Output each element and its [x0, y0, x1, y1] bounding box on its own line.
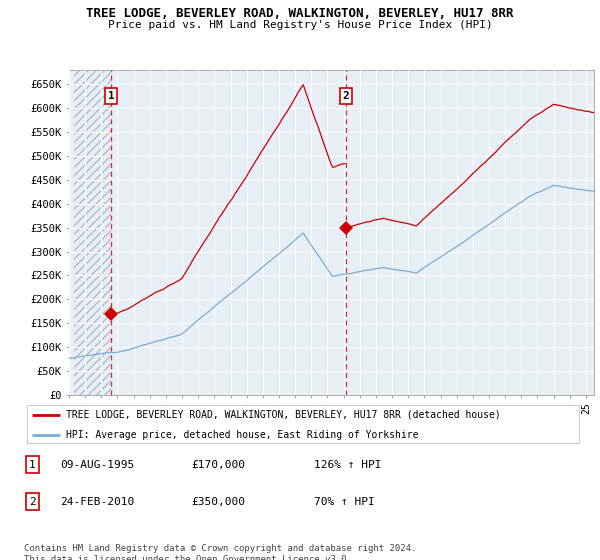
Text: 24-FEB-2010: 24-FEB-2010 [60, 497, 134, 507]
Text: TREE LODGE, BEVERLEY ROAD, WALKINGTON, BEVERLEY, HU17 8RR (detached house): TREE LODGE, BEVERLEY ROAD, WALKINGTON, B… [66, 410, 500, 420]
Text: 126% ↑ HPI: 126% ↑ HPI [314, 460, 382, 470]
Text: 1: 1 [29, 460, 36, 470]
Text: HPI: Average price, detached house, East Riding of Yorkshire: HPI: Average price, detached house, East… [66, 430, 418, 440]
Text: 70% ↑ HPI: 70% ↑ HPI [314, 497, 375, 507]
Text: Price paid vs. HM Land Registry's House Price Index (HPI): Price paid vs. HM Land Registry's House … [107, 20, 493, 30]
Text: 2: 2 [343, 91, 349, 101]
Text: TREE LODGE, BEVERLEY ROAD, WALKINGTON, BEVERLEY, HU17 8RR: TREE LODGE, BEVERLEY ROAD, WALKINGTON, B… [86, 7, 514, 20]
Text: 1: 1 [107, 91, 115, 101]
FancyBboxPatch shape [27, 405, 579, 443]
Text: £350,000: £350,000 [191, 497, 245, 507]
Text: 2: 2 [29, 497, 36, 507]
Text: Contains HM Land Registry data © Crown copyright and database right 2024.
This d: Contains HM Land Registry data © Crown c… [24, 544, 416, 560]
Text: £170,000: £170,000 [191, 460, 245, 470]
Text: 09-AUG-1995: 09-AUG-1995 [60, 460, 134, 470]
